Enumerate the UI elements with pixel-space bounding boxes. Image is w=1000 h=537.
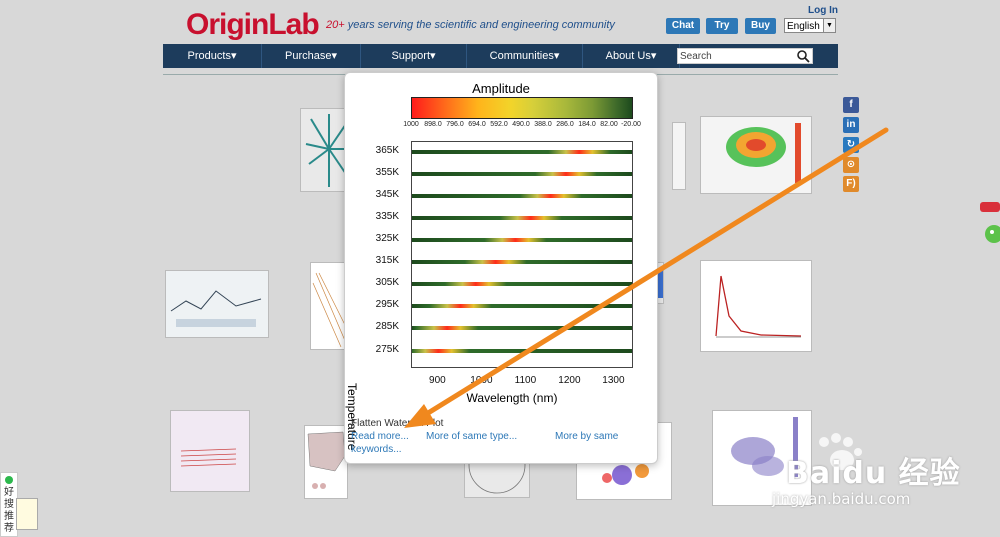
gallery-popup: Amplitude 1000 898.0 796.0 694.0 592.0 490.0 3… xyxy=(344,72,658,464)
colorbar-tick-label: 490.0 xyxy=(512,121,530,128)
heatmap-row xyxy=(412,238,632,243)
y-tick-label: 355K xyxy=(375,167,399,179)
chat-button[interactable]: Chat xyxy=(666,18,700,34)
x-tick-label: 900 xyxy=(429,375,446,386)
y-tick-label: 295K xyxy=(375,299,399,311)
nav-products[interactable]: Products▾ xyxy=(163,44,262,68)
try-button[interactable]: Try xyxy=(706,18,738,34)
tagline-number: 20+ xyxy=(326,19,345,31)
gallery-thumb-map[interactable] xyxy=(304,425,348,499)
search-icon[interactable] xyxy=(796,49,810,63)
nav-support[interactable]: Support▾ xyxy=(361,44,467,68)
more-by-same-link[interactable]: More by same xyxy=(555,431,619,442)
login-link[interactable]: Log In xyxy=(808,5,838,16)
y-tick-label: 345K xyxy=(375,189,399,201)
heatmap-row xyxy=(412,326,632,331)
buy-button[interactable]: Buy xyxy=(745,18,776,34)
heatmap-plot-area xyxy=(411,141,633,368)
read-more-link[interactable]: Read more... xyxy=(351,431,409,442)
nav-communities[interactable]: Communities▾ xyxy=(467,44,583,68)
colorbar-tick-label: 388.0 xyxy=(534,121,552,128)
y-tick-label: 365K xyxy=(375,145,399,156)
gallery-thumb-contour[interactable] xyxy=(700,116,812,194)
mascot-icon[interactable] xyxy=(980,198,1000,258)
gallery-thumb-circle[interactable] xyxy=(464,460,530,498)
status-dot-icon xyxy=(5,476,13,484)
y-tick-label: 335K xyxy=(375,211,399,223)
originlab-logo[interactable]: OriginLab xyxy=(186,8,320,41)
x-tick-label: 1200 xyxy=(558,375,581,386)
facebook-icon[interactable]: f xyxy=(843,97,859,113)
tagline: 20+ years serving the scientific and eng… xyxy=(326,19,615,31)
heatmap-row xyxy=(412,304,632,309)
colorbar-tick-label: 592.0 xyxy=(490,121,508,128)
recommend-thumbnail[interactable] xyxy=(16,498,38,530)
heatmap-row xyxy=(412,348,632,353)
gallery-thumb-lines[interactable] xyxy=(310,262,350,350)
chart-title: Amplitude xyxy=(472,81,530,96)
colorbar-tick-label: 694.0 xyxy=(468,121,486,128)
gallery-thumb-density[interactable] xyxy=(712,410,812,506)
more-same-type-link[interactable]: More of same type... xyxy=(426,431,518,442)
gallery-thumb-scatter[interactable] xyxy=(672,122,686,190)
watermark-brand: Baidu 经验 xyxy=(786,456,961,491)
share-icon[interactable]: ↻ xyxy=(843,137,859,153)
feed-icon[interactable]: F) xyxy=(843,176,859,192)
nav-about-us[interactable]: About Us▾ xyxy=(583,44,680,68)
tagline-text: years serving the scientific and enginee… xyxy=(344,19,615,31)
y-tick-label: 325K xyxy=(375,233,399,245)
x-tick-label: 1300 xyxy=(602,375,625,386)
search-input[interactable]: Search xyxy=(677,48,813,64)
gallery-thumb-decay[interactable] xyxy=(700,260,812,352)
gallery-thumb-timeline[interactable] xyxy=(165,270,269,338)
caption-title: Flatten Waterfall Plot xyxy=(351,418,444,429)
rss-icon[interactable]: ⊙ xyxy=(843,157,859,173)
heatmap-row xyxy=(412,172,632,177)
y-tick-label: 305K xyxy=(375,277,399,289)
colorbar-tick-label: 184.0 xyxy=(578,121,596,128)
nav-purchase[interactable]: Purchase▾ xyxy=(262,44,361,68)
colorbar-tick-label: -20.00 xyxy=(621,121,641,128)
colorbar-tick-label: 286.0 xyxy=(556,121,574,128)
colorbar-tick-label: 82.00 xyxy=(600,121,618,128)
baidu-paw-logo xyxy=(819,433,862,470)
x-axis-title: Wavelength (nm) xyxy=(466,391,558,405)
colorbar-tick-label: 1000 xyxy=(403,121,419,128)
x-tick-label: 1100 xyxy=(514,375,537,386)
heatmap-row xyxy=(412,216,632,221)
linkedin-icon[interactable]: in xyxy=(843,117,859,133)
logo-text: OriginLab xyxy=(186,8,320,41)
heatmap-row xyxy=(412,282,632,287)
chevron-down-icon: ▼ xyxy=(823,19,835,32)
gallery-thumb-polar[interactable] xyxy=(300,108,352,192)
y-tick-label: 285K xyxy=(375,321,399,333)
heatmap-row xyxy=(412,194,632,199)
colorbar-tick-label: 898.0 xyxy=(424,121,442,128)
x-tick-label: 1000 xyxy=(470,375,493,386)
recommend-label: 好搜推荐 xyxy=(4,487,14,534)
y-tick-label: 315K xyxy=(375,255,399,267)
watermark-url: jingyan.baidu.com xyxy=(772,490,911,508)
heatmap-row xyxy=(412,150,632,154)
language-select[interactable]: English ▼ xyxy=(784,18,836,33)
colorbar xyxy=(411,97,633,119)
recommend-widget[interactable]: 好搜推荐 xyxy=(0,472,18,537)
gallery-thumb-3d-bars[interactable] xyxy=(170,410,250,492)
colorbar-tick-label: 796.0 xyxy=(446,121,464,128)
keywords-link[interactable]: keywords... xyxy=(351,444,402,455)
y-tick-label: 275K xyxy=(375,343,399,355)
heatmap-row xyxy=(412,260,632,265)
language-selected: English xyxy=(787,21,820,32)
